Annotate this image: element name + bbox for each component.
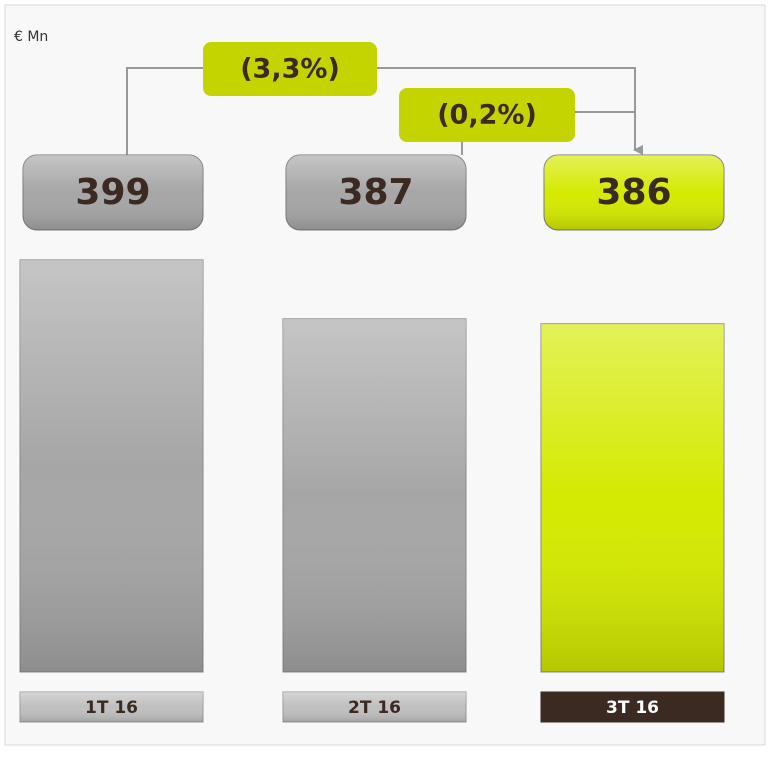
annotation-box — [399, 88, 575, 142]
x-tick-label: 1T 16 — [85, 698, 138, 718]
annotation: (0,2%) — [437, 100, 537, 131]
value-label: 387 — [338, 172, 413, 213]
x-tick-label: 2T 16 — [348, 698, 401, 718]
x-tick-label: 3T 16 — [606, 698, 659, 718]
bar — [19, 259, 204, 673]
value-label: 386 — [596, 172, 671, 213]
value-box-shine — [23, 155, 203, 230]
category-shine — [283, 692, 466, 722]
category-shine — [20, 692, 203, 722]
category-box — [540, 691, 725, 723]
unit-label: € Mn — [14, 29, 48, 45]
annotation-box — [203, 42, 377, 96]
annotation: (3,3%) — [240, 54, 340, 85]
connector — [126, 67, 643, 155]
bar — [282, 318, 467, 673]
value-box-shine — [544, 155, 724, 230]
bar — [540, 323, 725, 673]
value-label: 399 — [75, 172, 150, 213]
value-box-shine — [286, 155, 466, 230]
